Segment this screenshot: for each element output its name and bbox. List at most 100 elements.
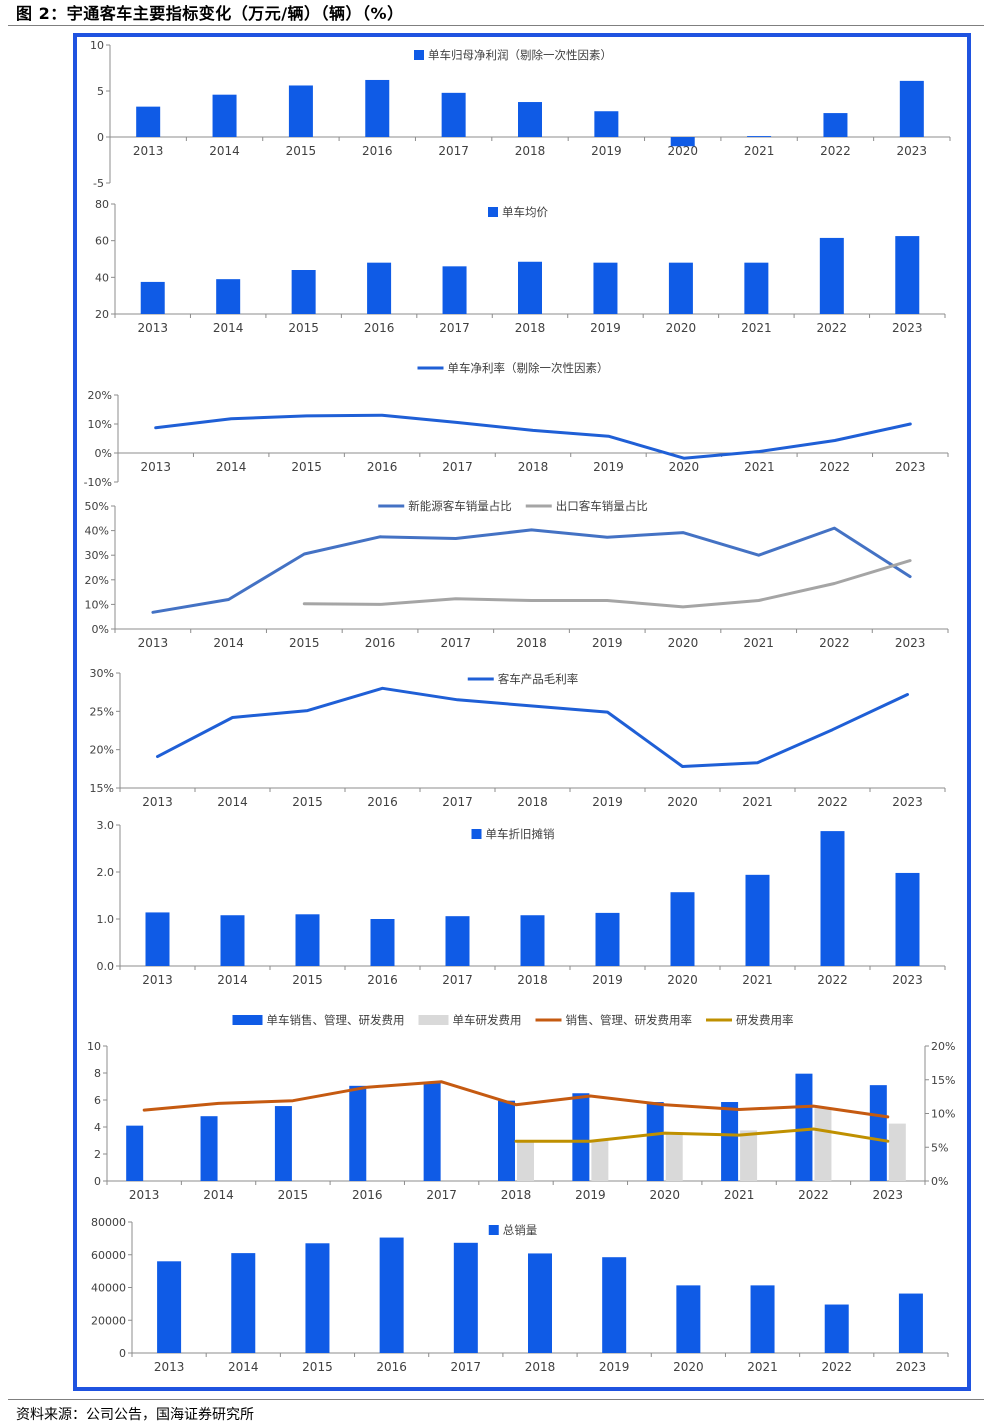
bar: [899, 80, 924, 137]
legend-label: 单车净利率（剔除一次性因素）: [448, 361, 609, 375]
x-tick-label: 2017: [438, 144, 469, 158]
x-tick-label: 2021: [724, 1188, 755, 1202]
x-tick-label: 2020: [649, 1188, 680, 1202]
y-tick-label: 80: [95, 198, 109, 211]
y-tick-label: 6: [94, 1094, 101, 1107]
x-tick-label: 2020: [673, 1360, 704, 1374]
bar: [869, 1085, 887, 1181]
bar: [370, 919, 395, 966]
y-tick-label: 2: [94, 1148, 101, 1161]
x-tick-label: 2021: [744, 460, 775, 474]
legend-swatch: [471, 829, 482, 839]
series-line: [156, 686, 909, 768]
y-tick-label: 1.0: [97, 913, 115, 926]
x-tick-label: 2020: [668, 636, 699, 650]
chart-sales-share: 50% 40% 30% 20% 10% 0% 2013 2014 2015 2016 2017 201…: [85, 499, 949, 650]
bar: [212, 94, 237, 137]
x-tick-label: 2013: [129, 1188, 160, 1202]
x-tick-label: 2019: [590, 321, 621, 335]
legend-label: 单车均价: [502, 205, 548, 219]
x-tick-label: 2016: [376, 1360, 407, 1374]
bar: [498, 1100, 515, 1181]
bar: [895, 236, 920, 314]
bar: [602, 1257, 627, 1353]
x-tick-label: 2022: [817, 321, 848, 335]
y-tick-label: -10%: [84, 476, 112, 487]
x-tick-label: 2015: [289, 636, 320, 650]
panel-gross-margin: 30% 25% 20% 15% 2013 2014 2015 2016 2017 2018 2019…: [80, 660, 964, 815]
bar: [595, 912, 620, 966]
x-tick-label: 2016: [364, 321, 395, 335]
y-tick-label: 40: [95, 271, 109, 284]
bar: [823, 113, 848, 137]
x-tick-label: 2021: [742, 795, 773, 809]
bar: [349, 1085, 367, 1181]
figure-title: 图 2：宇通客车主要指标变化（万元/辆）（辆）（%）: [16, 4, 404, 23]
y-tick-label: 0: [97, 131, 104, 144]
bar: [747, 136, 772, 137]
bar: [824, 1304, 849, 1353]
bar: [740, 1130, 758, 1181]
y-tick-label: 20%: [88, 389, 112, 402]
y-tick-label: 50%: [85, 500, 109, 513]
y2-tick-label: 5%: [931, 1141, 948, 1154]
x-tick-label: 2019: [575, 1188, 606, 1202]
x-tick-label: 2018: [515, 144, 546, 158]
panel-depreciation: 3.0 2.0 1.0 0.0 2013 2014 2015 2016 2017 2018 2019…: [80, 815, 964, 995]
x-tick-label: 2020: [667, 144, 698, 158]
x-tick-label: 2017: [439, 321, 470, 335]
x-tick-label: 2013: [154, 1360, 185, 1374]
y-tick-label: 0.0: [97, 960, 115, 973]
x-tick-label: 2014: [216, 460, 247, 474]
bar: [898, 1293, 923, 1353]
bar: [668, 262, 693, 314]
legend-swatch: [232, 1015, 263, 1025]
panel-average-price: 80 60 40 20 2013 2014 2015 2016 2017 2018 2019 2020…: [80, 192, 964, 342]
x-tick-label: 2013: [133, 144, 164, 158]
x-tick-label: 2023: [892, 321, 923, 335]
x-tick-label: 2016: [352, 1188, 383, 1202]
y-tick-label: 4: [94, 1121, 101, 1134]
bar: [591, 1140, 609, 1181]
bar: [365, 79, 390, 137]
x-tick-label: 2022: [817, 795, 848, 809]
x-tick-label: 2017: [426, 1188, 457, 1202]
x-tick-label: 2014: [228, 1360, 259, 1374]
bar: [745, 874, 770, 966]
bar: [670, 892, 695, 966]
x-tick-label: 2013: [140, 460, 171, 474]
bar: [795, 1073, 813, 1181]
x-tick-label: 2023: [895, 460, 926, 474]
bar: [594, 111, 619, 137]
x-tick-label: 2017: [442, 795, 473, 809]
bar: [518, 102, 542, 137]
x-tick-label: 2015: [288, 321, 319, 335]
x-tick-label: 2014: [209, 144, 240, 158]
chart-average-price: 80 60 40 20 2013 2014 2015 2016 2017 2018 2019 2020…: [95, 198, 946, 335]
y-tick-label: 30%: [90, 667, 114, 680]
bar: [665, 1132, 683, 1181]
bar: [423, 1081, 441, 1181]
x-tick-label: 2019: [593, 460, 624, 474]
x-tick-label: 2013: [142, 973, 173, 987]
x-tick-label: 2022: [798, 1188, 829, 1202]
x-tick-label: 2021: [747, 1360, 778, 1374]
bar: [517, 1140, 534, 1181]
bar: [441, 92, 466, 137]
chart-gross-margin: 30% 25% 20% 15% 2013 2014 2015 2016 2017 2018 2019…: [90, 667, 946, 809]
x-tick-label: 2019: [591, 144, 622, 158]
x-tick-label: 2021: [742, 973, 773, 987]
y-tick-label: 0%: [95, 447, 112, 460]
x-tick-label: 2018: [516, 636, 547, 650]
legend-swatch: [488, 1225, 499, 1235]
bar: [888, 1123, 906, 1181]
panel-net-profit-per-vehicle: 10 5 0 -5 2013 2014 2015 2016 2017 2018 2019 2020 20…: [80, 33, 964, 188]
bar: [216, 279, 241, 314]
bar: [814, 1108, 832, 1181]
x-tick-label: 2013: [137, 321, 168, 335]
x-tick-label: 2020: [669, 460, 700, 474]
bar: [453, 1242, 478, 1353]
x-tick-label: 2022: [819, 636, 850, 650]
x-tick-label: 2023: [892, 973, 923, 987]
x-tick-label: 2019: [592, 636, 623, 650]
